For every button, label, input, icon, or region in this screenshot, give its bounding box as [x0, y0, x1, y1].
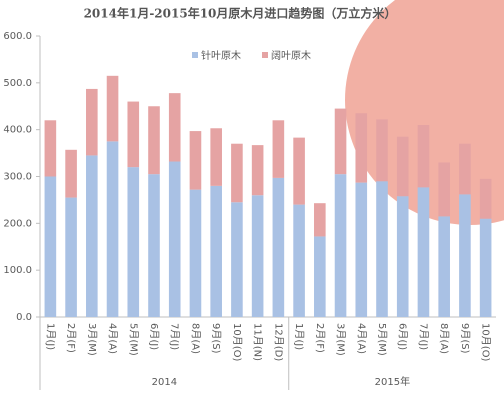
- bar: [376, 181, 388, 317]
- bar: [86, 155, 98, 317]
- bar: [210, 185, 222, 317]
- bar: [210, 128, 222, 186]
- bar: [44, 176, 57, 317]
- bar: [459, 194, 471, 317]
- legend-swatch: [262, 52, 268, 58]
- bar: [438, 216, 450, 317]
- x-tick-label: 9月(S): [459, 323, 471, 354]
- bar: [44, 120, 57, 177]
- x-tick-label: 7月(J): [169, 323, 181, 350]
- x-tick-label: 4月(A): [107, 323, 119, 354]
- bar: [168, 93, 181, 162]
- bar: [251, 145, 264, 196]
- x-tick-label: 4月(A): [355, 323, 367, 354]
- bar: [334, 174, 347, 317]
- bar: [86, 88, 98, 156]
- bar: [355, 182, 368, 317]
- bar: [231, 143, 243, 203]
- bar: [127, 101, 140, 168]
- y-tick-label: 400.0: [3, 125, 32, 136]
- y-tick-label: 200.0: [3, 218, 32, 229]
- y-tick-label: 300.0: [3, 172, 32, 183]
- x-tick-label: 2月(F): [65, 323, 77, 353]
- x-tick-label: 3月(M): [86, 323, 98, 356]
- bar: [272, 120, 285, 178]
- bar: [314, 236, 326, 317]
- bar: [417, 124, 430, 188]
- bar: [355, 113, 368, 183]
- x-tick-label: 12月(D): [272, 323, 284, 361]
- bar: [65, 149, 77, 198]
- bar: [189, 131, 202, 190]
- x-tick-label: 3月(M): [335, 323, 347, 356]
- group-label: 2014: [152, 377, 177, 388]
- bar: [272, 177, 285, 317]
- x-tick-label: 1月(J): [44, 323, 56, 350]
- bar: [376, 119, 388, 182]
- legend-swatch: [192, 52, 198, 58]
- bar: [127, 167, 140, 317]
- bar: [438, 162, 450, 217]
- x-tick-label: 10月(O): [231, 323, 243, 361]
- bar: [106, 75, 119, 142]
- bar: [334, 108, 347, 175]
- x-tick-label: 1月(J): [293, 323, 305, 350]
- bar: [314, 203, 326, 237]
- x-tick-label: 9月(S): [210, 323, 222, 354]
- x-tick-label: 5月(M): [127, 323, 139, 356]
- y-tick-label: 0.0: [16, 312, 32, 323]
- x-tick-label: 6月(J): [397, 323, 409, 350]
- x-tick-label: 5月(M): [376, 323, 388, 356]
- chart-title: 2014年1月-2015年10月原木月进口趋势图（万立方米）: [84, 6, 397, 21]
- x-tick-label: 6月(J): [148, 323, 160, 350]
- legend-label: 阔叶原木: [271, 49, 311, 62]
- bar: [396, 196, 409, 317]
- x-tick-label: 11月(N): [252, 323, 264, 361]
- bar: [148, 106, 160, 175]
- x-tick-label: 8月(A): [189, 323, 201, 354]
- legend-label: 针叶原木: [201, 49, 241, 62]
- y-tick-label: 100.0: [3, 265, 32, 276]
- x-tick-label: 2月(F): [314, 323, 326, 353]
- bar: [231, 202, 243, 317]
- y-tick-label: 600.0: [3, 31, 32, 42]
- bar: [65, 197, 77, 317]
- bar: [479, 178, 492, 219]
- bar: [479, 218, 492, 317]
- bar: [293, 137, 305, 205]
- group-label: 2015年: [375, 375, 410, 388]
- bar: [189, 189, 202, 317]
- x-tick-label: 8月(A): [438, 323, 450, 354]
- bar: [293, 204, 305, 317]
- bar: [459, 143, 471, 195]
- x-tick-label: 10月(O): [480, 323, 492, 361]
- y-tick-label: 500.0: [3, 78, 32, 89]
- bar: [106, 141, 119, 317]
- bar: [396, 136, 409, 197]
- bar: [168, 161, 181, 317]
- bar: [251, 195, 264, 317]
- x-tick-label: 7月(J): [417, 323, 429, 350]
- bar: [148, 174, 160, 317]
- bar: [417, 187, 430, 317]
